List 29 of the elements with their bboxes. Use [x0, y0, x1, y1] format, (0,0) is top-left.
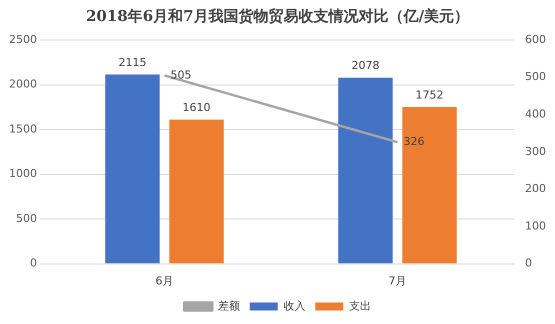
legend-label: 支出	[348, 299, 371, 312]
y-tick-label: 1500	[8, 122, 37, 136]
data-label: 2115	[118, 56, 146, 69]
y2-tick-label: 600	[525, 32, 546, 46]
y-tick-label: 2500	[8, 32, 37, 46]
legend-label: 收入	[283, 299, 306, 312]
y2-tick-label: 400	[525, 107, 546, 120]
data-label: 326	[404, 135, 424, 148]
y-tick-label: 1000	[8, 167, 37, 180]
y2-tick-label: 100	[525, 219, 546, 232]
y2-tick-label: 300	[525, 144, 546, 158]
data-label: 505	[170, 68, 192, 82]
chart-title: 2018年6月和7月我国货物贸易收支情况对比（亿/美元）	[86, 6, 470, 25]
legend-label: 差额	[218, 299, 240, 312]
y-tick-label: 500	[16, 212, 37, 225]
y2-tick-label: 500	[525, 70, 546, 84]
x-tick-label: 7月	[388, 274, 406, 288]
x-tick-label: 6月	[155, 274, 174, 288]
bar	[105, 74, 160, 264]
bar	[402, 106, 457, 264]
data-label: 2078	[351, 59, 380, 72]
y2-tick-label: 200	[525, 182, 546, 196]
y2-tick-label: 0	[525, 256, 532, 270]
y-tick-label: 2000	[8, 78, 37, 91]
data-label: 1752	[416, 88, 444, 102]
y-tick-label: 0	[30, 256, 37, 270]
bar	[338, 78, 393, 264]
data-label: 1610	[182, 101, 211, 114]
bar	[169, 120, 224, 264]
